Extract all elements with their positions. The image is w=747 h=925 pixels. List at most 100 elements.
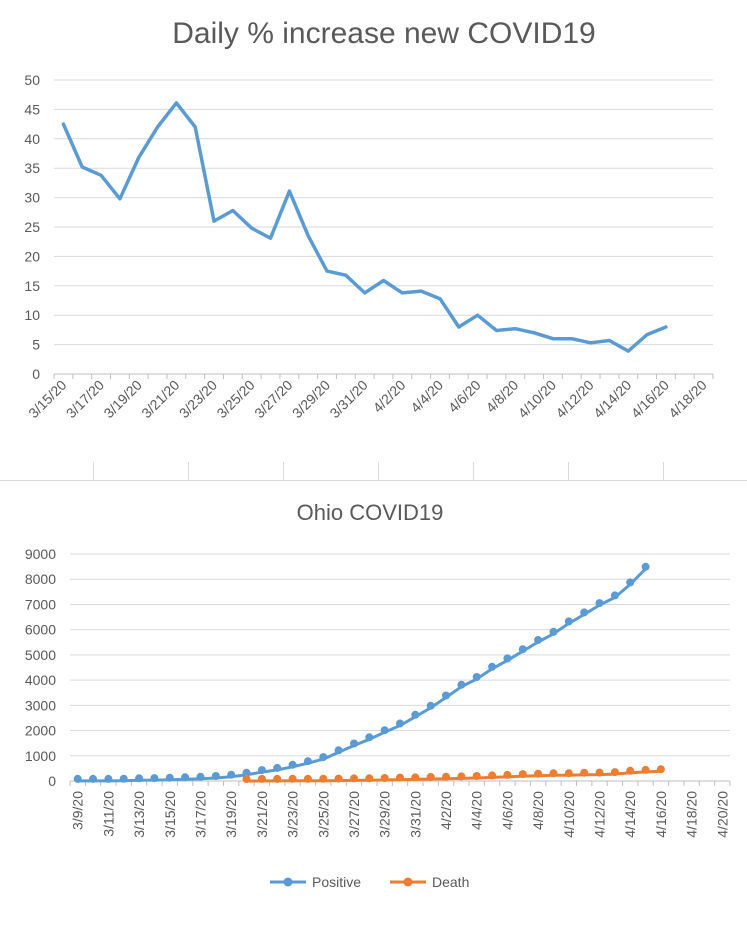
x-tick-label: 3/15/20 bbox=[25, 377, 69, 421]
y-tick-label: 5000 bbox=[25, 647, 56, 663]
x-tick-label: 3/27/20 bbox=[251, 377, 295, 421]
data-point-positive bbox=[211, 772, 220, 780]
x-tick-label: 4/6/20 bbox=[499, 791, 515, 830]
data-point-positive bbox=[303, 757, 312, 766]
data-point-positive bbox=[73, 774, 82, 783]
x-tick-label: 3/29/20 bbox=[377, 791, 393, 838]
x-tick-label: 4/18/20 bbox=[684, 791, 700, 838]
data-point-positive bbox=[196, 772, 205, 781]
x-tick-label: 3/19/20 bbox=[101, 377, 145, 421]
data-point-positive bbox=[89, 774, 97, 783]
data-point-death bbox=[334, 774, 343, 783]
data-point-death bbox=[288, 774, 297, 783]
daily-increase-chart: Daily % increase new COVID19 0 5 10 15 20 25 30… bbox=[24, 17, 714, 421]
x-tick-label: 3/29/20 bbox=[289, 377, 333, 421]
data-point-positive bbox=[242, 768, 251, 777]
x-tick-label: 3/17/20 bbox=[63, 377, 107, 421]
data-point-positive bbox=[273, 763, 282, 772]
x-tick-label: 4/16/20 bbox=[628, 377, 672, 421]
data-point-positive bbox=[564, 617, 573, 626]
x-tick-label: 4/4/20 bbox=[407, 377, 446, 416]
data-point-death bbox=[411, 773, 420, 782]
x-tick-label: 4/4/20 bbox=[469, 791, 485, 830]
x-tick-label: 3/25/20 bbox=[213, 377, 257, 421]
data-point-death bbox=[319, 774, 328, 783]
data-point-positive bbox=[257, 766, 266, 775]
y-tick-label: 0 bbox=[48, 773, 56, 789]
data-point-positive bbox=[227, 770, 236, 779]
data-point-positive bbox=[626, 578, 635, 587]
data-point-positive bbox=[442, 691, 450, 700]
data-point-death bbox=[380, 774, 389, 782]
series-line-death bbox=[245, 769, 663, 783]
chart-panel-ohio: Ohio COVID19 0 1000 2000 3000 4000 5000 6000 700… bbox=[0, 480, 747, 925]
y-tick-label: 15 bbox=[24, 278, 40, 294]
sheet-gap bbox=[0, 462, 747, 480]
data-point-positive bbox=[426, 701, 435, 710]
sheet-column-divider bbox=[93, 462, 94, 480]
data-point-positive bbox=[119, 774, 128, 783]
data-point-positive bbox=[165, 773, 174, 782]
y-tick-label: 25 bbox=[24, 219, 40, 235]
data-point-death bbox=[641, 765, 650, 774]
y-tick-label: 5 bbox=[32, 337, 40, 353]
data-point-death bbox=[273, 774, 282, 783]
data-point-positive bbox=[641, 562, 650, 571]
x-tick-label: 3/31/20 bbox=[407, 791, 423, 838]
x-tick-label: 3/31/20 bbox=[326, 377, 370, 421]
data-point-death bbox=[564, 769, 573, 778]
y-tick-label: 20 bbox=[24, 248, 40, 264]
data-point-positive bbox=[104, 774, 113, 783]
y-tick-label: 45 bbox=[24, 101, 40, 117]
y-tick-label: 0 bbox=[32, 366, 40, 382]
sheet-column-divider bbox=[283, 462, 284, 480]
y-tick-label: 30 bbox=[24, 190, 40, 206]
x-tick-label: 4/10/20 bbox=[561, 791, 577, 838]
x-tick-label: 4/14/20 bbox=[590, 377, 634, 421]
data-point-positive bbox=[610, 591, 619, 600]
x-tick-label: 3/17/20 bbox=[192, 791, 208, 838]
data-point-positive bbox=[334, 746, 343, 755]
data-point-positive bbox=[595, 599, 604, 608]
y-tick-label: 9000 bbox=[25, 546, 56, 562]
x-tick-label: 4/16/20 bbox=[653, 791, 669, 838]
data-point-positive bbox=[472, 673, 481, 681]
x-tick-label: 4/10/20 bbox=[515, 377, 559, 421]
data-point-death bbox=[580, 768, 589, 777]
data-point-positive bbox=[534, 636, 543, 644]
data-point-death bbox=[488, 771, 497, 780]
y-tick-label: 8000 bbox=[25, 571, 56, 587]
data-point-death bbox=[442, 772, 450, 781]
data-point-positive bbox=[549, 627, 558, 636]
data-point-positive bbox=[457, 680, 466, 689]
x-tick-label: 3/21/20 bbox=[138, 377, 182, 421]
data-point-positive bbox=[288, 760, 297, 769]
y-tick-label: 3000 bbox=[25, 697, 56, 713]
x-tick-label: 4/12/20 bbox=[592, 791, 608, 838]
data-point-positive bbox=[396, 719, 404, 728]
y-tick-label: 2000 bbox=[25, 723, 56, 739]
data-point-death bbox=[257, 774, 266, 783]
data-point-death bbox=[534, 769, 543, 778]
data-point-death bbox=[242, 775, 251, 783]
data-point-positive bbox=[150, 774, 159, 783]
data-point-death bbox=[457, 772, 466, 781]
x-tick-label: 3/23/20 bbox=[176, 377, 220, 421]
chart-panel-daily-increase: Daily % increase new COVID19 0 5 10 15 20 25 30… bbox=[0, 17, 747, 463]
data-point-death bbox=[610, 768, 619, 777]
y-tick-label: 7000 bbox=[25, 596, 56, 612]
data-point-death bbox=[350, 774, 358, 783]
data-point-positive bbox=[319, 753, 328, 762]
data-point-positive bbox=[518, 645, 527, 654]
data-point-death bbox=[426, 773, 435, 781]
sheet-column-divider bbox=[378, 462, 379, 480]
data-point-positive bbox=[411, 710, 420, 719]
x-tick-label: 3/27/20 bbox=[346, 791, 362, 838]
data-point-death bbox=[303, 774, 312, 783]
x-tick-label: 4/18/20 bbox=[665, 377, 709, 421]
data-point-death bbox=[656, 765, 665, 774]
data-point-death bbox=[549, 769, 558, 778]
series-line-positive bbox=[76, 567, 648, 783]
x-tick-label: 3/11/20 bbox=[100, 791, 116, 837]
data-point-death bbox=[518, 770, 527, 779]
